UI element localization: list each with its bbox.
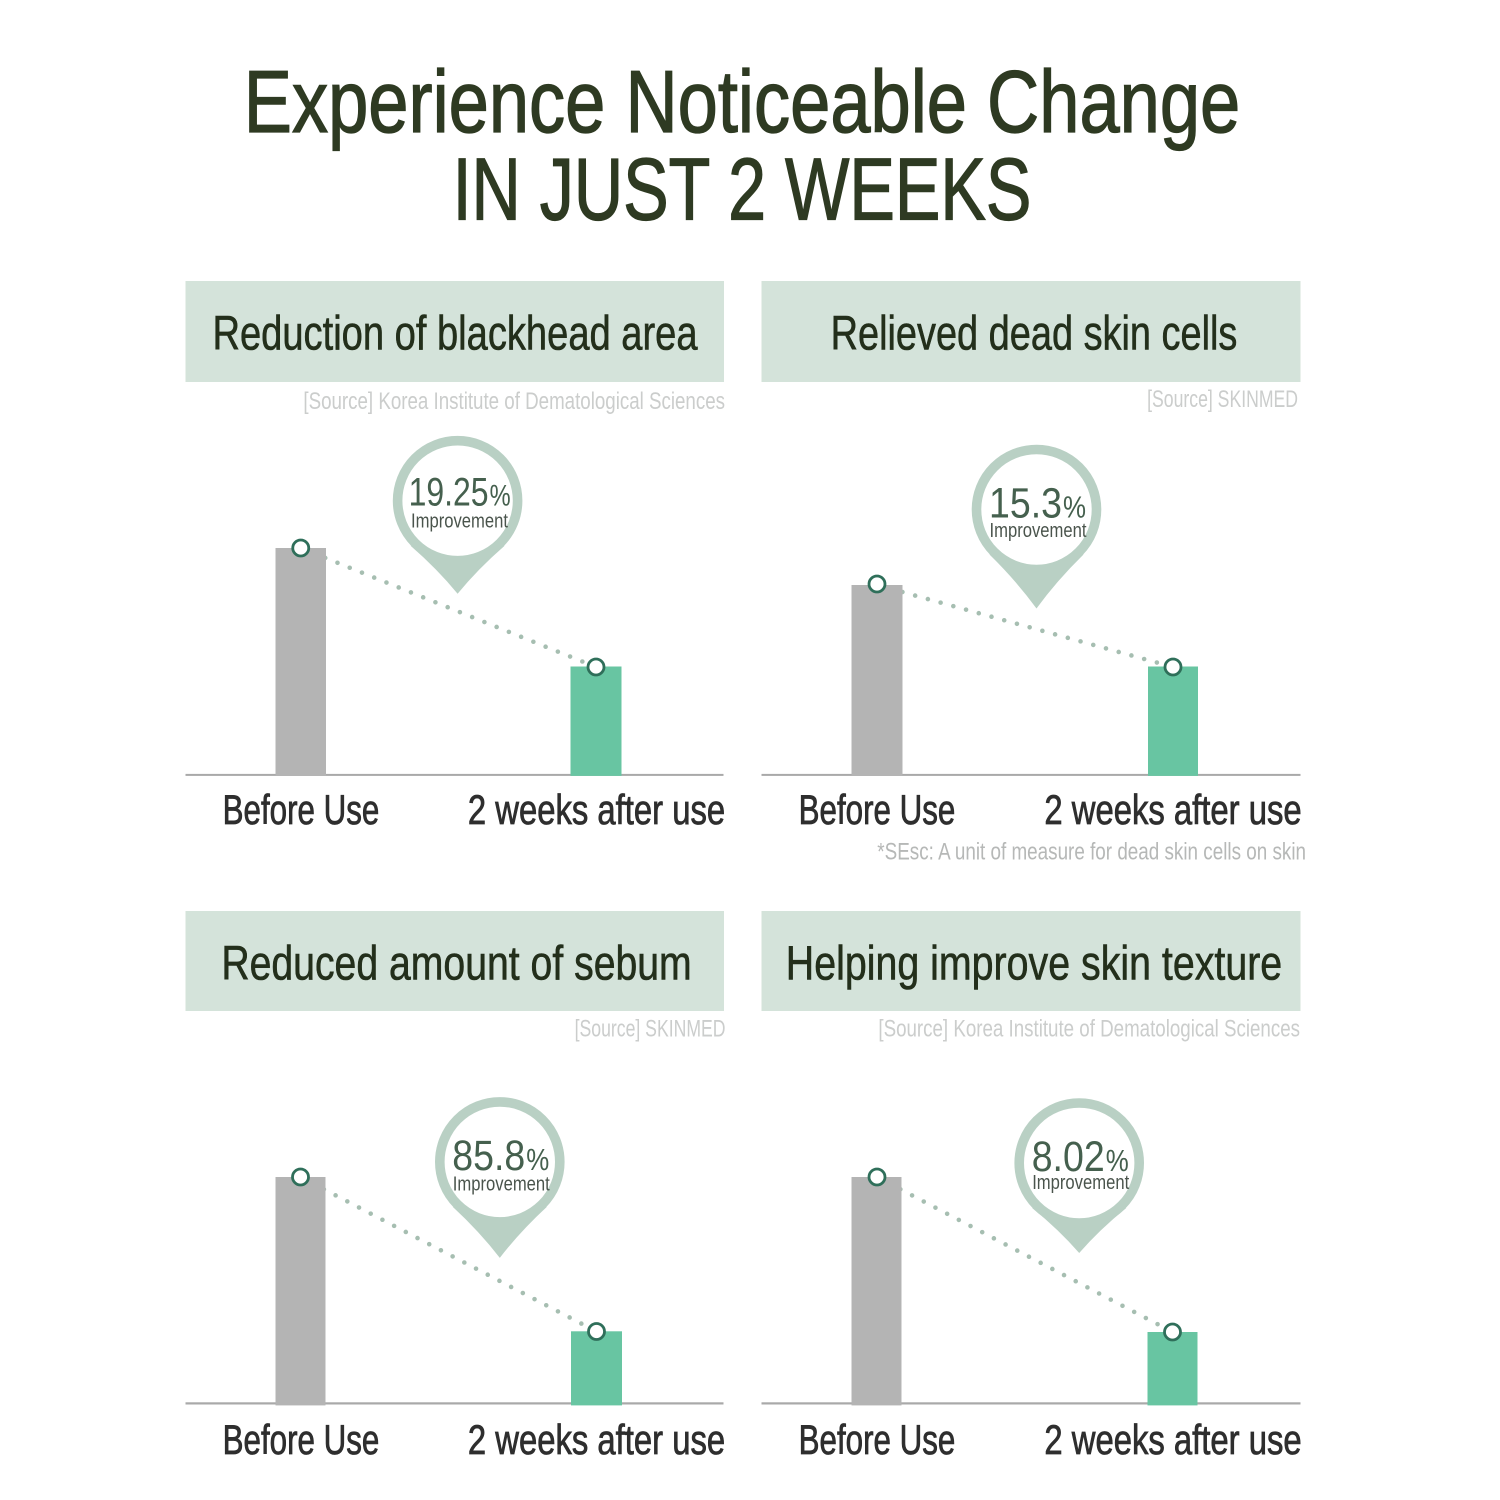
svg-text:8.02: 8.02 (1032, 1134, 1105, 1181)
svg-text:*SEsc: A unit of measure for d: *SEsc: A unit of measure for dead skin c… (877, 837, 1306, 865)
svg-text:Relieved dead skin cells: Relieved dead skin cells (831, 307, 1238, 360)
svg-text:Before Use: Before Use (799, 787, 956, 833)
svg-text:Before Use: Before Use (223, 787, 380, 833)
svg-text:%: % (1063, 490, 1086, 525)
svg-text:Reduced amount of sebum: Reduced amount of sebum (221, 937, 691, 991)
svg-text:Improvement: Improvement (1032, 1172, 1129, 1194)
svg-text:Improvement: Improvement (453, 1173, 550, 1195)
svg-text:Reduction of blackhead area: Reduction of blackhead area (212, 307, 698, 360)
svg-text:2 weeks after use: 2 weeks after use (468, 1416, 725, 1463)
svg-text:85.8: 85.8 (452, 1133, 525, 1180)
svg-text:Helping improve skin texture: Helping improve skin texture (786, 937, 1282, 991)
svg-text:15.3: 15.3 (989, 481, 1062, 528)
svg-text:[Source] SKINMED: [Source] SKINMED (1147, 386, 1298, 412)
svg-text:[Source] Korea Institute of De: [Source] Korea Institute of Dematologica… (878, 1015, 1300, 1042)
svg-text:[Source] Korea Institute of De: [Source] Korea Institute of Dematologica… (303, 388, 725, 415)
svg-text:%: % (490, 479, 511, 512)
svg-text:19.25: 19.25 (409, 470, 489, 514)
svg-text:Before Use: Before Use (799, 1417, 956, 1463)
svg-text:%: % (1106, 1143, 1129, 1178)
svg-text:[Source] SKINMED: [Source] SKINMED (575, 1016, 726, 1042)
svg-text:Improvement: Improvement (990, 520, 1087, 542)
svg-text:Experience Noticeable Change: Experience Noticeable Change (244, 53, 1240, 151)
svg-text:2 weeks after use: 2 weeks after use (1044, 1416, 1301, 1463)
svg-text:2 weeks after use: 2 weeks after use (468, 786, 725, 833)
svg-text:Before Use: Before Use (223, 1417, 380, 1463)
svg-text:2 weeks after use: 2 weeks after use (1044, 786, 1301, 833)
svg-text:Improvement: Improvement (411, 511, 508, 533)
svg-text:%: % (526, 1142, 549, 1177)
svg-text:IN JUST 2 WEEKS: IN JUST 2 WEEKS (453, 140, 1032, 238)
